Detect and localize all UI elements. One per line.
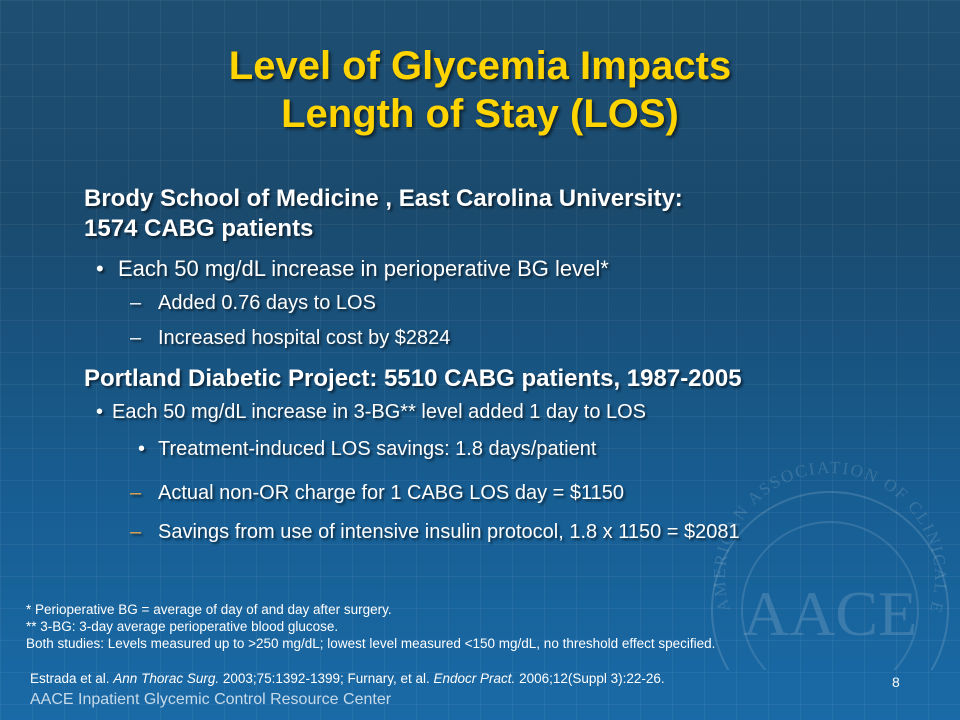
- citation-journal-b: Endocr Pract.: [433, 671, 516, 686]
- study1-heading-line-1: Brody School of Medicine , East Carolina…: [84, 185, 683, 212]
- footnotes: * Perioperative BG = average of day of a…: [26, 601, 715, 652]
- study1-heading: Brody School of Medicine , East Carolina…: [84, 184, 683, 244]
- title-line-1: Level of Glycemia Impacts: [228, 44, 732, 88]
- study1-sub-item-1: – Added 0.76 days to LOS: [130, 292, 376, 315]
- title-line-2: Length of Stay (LOS): [281, 92, 679, 136]
- seal-letters: AACE: [743, 578, 917, 649]
- aace-seal-watermark: AMERICAN ASSOCIATION OF CLINICAL ENDOCRI…: [690, 460, 949, 670]
- footer-text: AACE Inpatient Glycemic Control Resource…: [30, 691, 392, 708]
- footnote-1: * Perioperative BG = average of day of a…: [26, 602, 392, 617]
- study2-sub-bullet-text: Treatment-induced LOS savings: 1.8 days/…: [158, 438, 597, 460]
- study1-heading-line-2: 1574 CABG patients: [84, 215, 314, 242]
- citation-part-a: Estrada et al.: [30, 671, 114, 686]
- citation-ref-a: 2003;75:1392-1399; Furnary, et al.: [219, 671, 434, 686]
- citation-journal-a: Ann Thorac Surg.: [113, 671, 220, 686]
- study2-bullet-text: Each 50 mg/dL increase in 3-BG** level a…: [112, 401, 647, 423]
- footnote-3: Both studies: Levels measured up to >250…: [26, 636, 716, 651]
- study2-dash-item-1: – Actual non-OR charge for 1 CABG LOS day…: [130, 482, 624, 505]
- study1-sub-item-2: – Increased hospital cost by $2824: [130, 327, 450, 350]
- bullet-dot-icon: •: [138, 438, 146, 460]
- dash-icon: –: [130, 482, 142, 504]
- bullet-dot-icon: •: [96, 256, 104, 281]
- slide-title: Level of Glycemia Impacts Length of Stay…: [0, 42, 960, 138]
- study1-sub-item-1-text: Added 0.76 days to LOS: [158, 292, 376, 314]
- page-number: 8: [892, 674, 900, 690]
- citation: Estrada et al. Ann Thorac Surg. 2003;75:…: [30, 671, 665, 686]
- dash-icon: –: [130, 327, 142, 349]
- dash-icon: –: [130, 292, 142, 314]
- study1-bullet-text: Each 50 mg/dL increase in perioperative …: [118, 256, 609, 281]
- study2-dash-item-2: – Savings from use of intensive insulin p…: [130, 521, 740, 544]
- study2-heading: Portland Diabetic Project: 5510 CABG pat…: [84, 365, 742, 392]
- study2-bullet: • Each 50 mg/dL increase in 3-BG** level …: [96, 401, 646, 424]
- study2-sub-bullet: • Treatment-induced LOS savings: 1.8 days…: [138, 438, 596, 461]
- study2-dash-item-2-text: Savings from use of intensive insulin pr…: [158, 521, 740, 543]
- study1-bullet: • Each 50 mg/dL increase in perioperative…: [96, 256, 609, 282]
- study1-sub-item-2-text: Increased hospital cost by $2824: [158, 327, 451, 349]
- citation-ref-b: 2006;12(Suppl 3):22-26.: [515, 671, 665, 686]
- dash-icon: –: [130, 521, 142, 543]
- bullet-dot-icon: •: [96, 401, 104, 423]
- footnote-2: ** 3-BG: 3-day average perioperative blo…: [26, 619, 339, 634]
- study2-dash-item-1-text: Actual non-OR charge for 1 CABG LOS day …: [158, 482, 624, 504]
